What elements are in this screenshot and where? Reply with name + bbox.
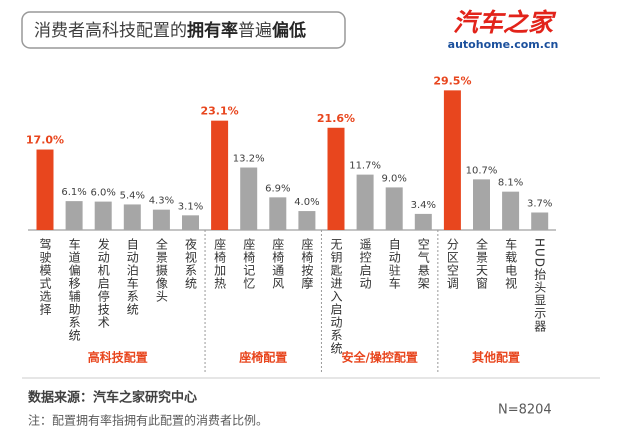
bar [123,204,141,230]
value-label: 17.0% [26,134,64,147]
value-label: 3.1% [178,201,203,212]
x-tick-label: 车载电视 [504,237,518,290]
x-tick-label: 全景摄像头 [154,237,168,303]
note: 注：配置拥有率指拥有此配置的消费者比例。 [28,413,268,428]
bar [473,179,490,230]
x-tick-label: 自动驻车 [387,238,401,290]
bar [414,213,432,230]
bar [443,90,461,230]
value-label: 29.5% [433,74,471,87]
value-label: 10.7% [466,165,498,176]
bar [531,212,549,230]
value-label: 5.4% [120,190,145,201]
x-tick-label: HUD抬头显示器 [533,238,547,333]
logo-name: 汽车之家 [453,8,557,37]
source: 数据来源：汽车之家研究中心 [28,390,197,406]
x-tick-label: 发动机启停技术 [96,237,110,329]
title-box [21,11,346,49]
title-part: 普遍 [238,21,272,41]
x-tick-label: 车道偏移辅助系统 [67,237,81,342]
value-label: 8.1% [498,178,523,189]
x-tick-label: 驾驶模式选择 [38,238,52,316]
title-part: 拥有率 [187,20,238,41]
bar [356,174,374,230]
bar [182,215,199,230]
group-label: 其他配置 [472,350,520,365]
x-tick-label: 遥控启动 [358,238,372,290]
value-label: 3.4% [411,200,436,211]
x-tick-label: 自动泊车系统 [125,238,139,316]
logo-url: autohome.com.cn [448,38,559,51]
value-label: 13.2% [233,154,265,165]
bar [94,201,112,230]
value-label: 21.6% [317,112,355,125]
x-tick-label: 座椅加热 [213,237,227,290]
title-part: 偏低 [272,20,306,41]
value-label: 9.0% [381,173,406,184]
bar [298,211,316,230]
value-label: 11.7% [349,161,381,172]
x-tick-label: 座椅记忆 [242,237,256,290]
value-label: 23.1% [201,105,239,118]
bar [269,197,287,230]
bar [65,201,83,230]
bar [327,127,345,230]
value-label: 3.7% [527,198,552,209]
x-tick-label: 夜视系统 [184,237,198,290]
bar [36,149,54,230]
group-label: 座椅配置 [238,350,287,365]
value-label: 6.9% [265,183,290,194]
bar [385,187,403,230]
bar [502,191,520,230]
bar [240,167,258,230]
x-tick-label: 座椅通风 [271,237,285,290]
group-label: 安全/操控配置 [341,350,417,365]
value-label: 6.0% [90,188,115,199]
x-tick-label: 分区空调 [445,238,459,290]
x-tick-label: 无钥匙进入启动系统 [329,238,343,355]
value-label: 6.1% [61,187,86,198]
group-label: 高科技配置 [88,350,148,365]
bar [211,120,229,230]
title-part: 消费者高科技配置的 [34,21,187,41]
value-label: 4.0% [294,197,319,208]
x-tick-label: 空气悬架 [416,238,430,290]
x-tick-label: 全景天窗 [475,237,489,290]
x-tick-label: 座椅按摩 [300,237,314,290]
chart-title: 消费者高科技配置的拥有率普遍偏低 [34,20,306,41]
bar [152,209,170,230]
sample-size: N=8204 [498,403,552,418]
value-label: 4.3% [149,196,174,207]
